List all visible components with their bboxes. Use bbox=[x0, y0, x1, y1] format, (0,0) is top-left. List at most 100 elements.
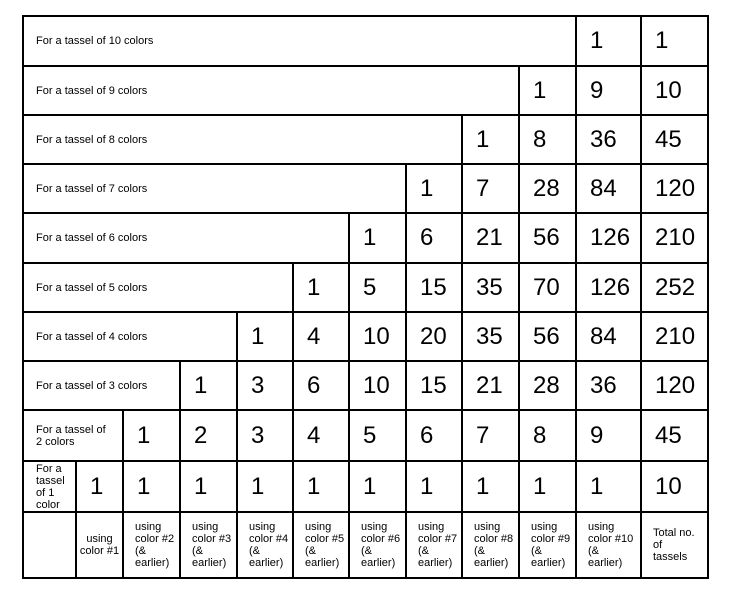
value-cell: 6 bbox=[406, 213, 462, 263]
value-cell-text: 8 bbox=[533, 421, 547, 449]
column-header-text: using color #1 bbox=[79, 533, 120, 557]
value-cell: 1 bbox=[406, 164, 462, 213]
empty-corner-cell bbox=[23, 512, 76, 578]
value-cell: 7 bbox=[462, 164, 519, 213]
total-cell: 210 bbox=[641, 213, 708, 263]
row-label-text: For a tassel of 3 colors bbox=[36, 379, 148, 392]
row-label-text: For a tassel of 2 colors bbox=[36, 423, 106, 448]
column-header-text: using color #3 (& earlier) bbox=[192, 521, 232, 569]
value-cell: 8 bbox=[519, 115, 576, 164]
value-cell-text: 9 bbox=[590, 421, 604, 449]
value-cell: 1 bbox=[293, 461, 349, 512]
value-cell-text: 1 bbox=[307, 472, 321, 500]
value-cell-text: 1 bbox=[307, 273, 321, 301]
total-cell-text: 120 bbox=[655, 371, 696, 399]
total-column-header: Total no. of tassels bbox=[641, 512, 708, 578]
value-cell: 5 bbox=[349, 263, 406, 312]
value-cell-text: 1 bbox=[476, 125, 490, 153]
column-header: using color #4 (& earlier) bbox=[237, 512, 293, 578]
value-cell-text: 21 bbox=[476, 224, 503, 251]
column-header: using color #6 (& earlier) bbox=[349, 512, 406, 578]
row-label-text: For a tassel of 10 colors bbox=[36, 35, 154, 47]
value-cell: 4 bbox=[293, 410, 349, 461]
value-cell-text: 10 bbox=[363, 322, 390, 350]
value-cell: 1 bbox=[349, 213, 406, 263]
value-cell-text: 84 bbox=[590, 174, 617, 202]
total-cell: 10 bbox=[641, 66, 708, 115]
total-cell: 45 bbox=[641, 115, 708, 164]
value-cell: 6 bbox=[293, 361, 349, 410]
value-cell: 1 bbox=[123, 410, 180, 461]
total-cell-text: 252 bbox=[655, 273, 696, 301]
value-cell-text: 6 bbox=[420, 224, 434, 251]
row-label: For a tassel of 10 colors bbox=[23, 16, 576, 66]
value-cell-text: 84 bbox=[590, 322, 617, 350]
column-header-text: using color #8 (& earlier) bbox=[474, 521, 514, 569]
value-cell: 56 bbox=[519, 312, 576, 361]
value-cell: 70 bbox=[519, 263, 576, 312]
value-cell-text: 126 bbox=[590, 273, 631, 301]
value-cell: 9 bbox=[576, 410, 641, 461]
column-header: using color #5 (& earlier) bbox=[293, 512, 349, 578]
value-cell-text: 1 bbox=[420, 472, 434, 500]
total-cell: 252 bbox=[641, 263, 708, 312]
value-cell-text: 70 bbox=[533, 273, 560, 301]
total-cell-text: 210 bbox=[655, 322, 696, 350]
value-cell-text: 15 bbox=[420, 273, 447, 301]
value-cell-text: 7 bbox=[476, 174, 490, 202]
value-cell: 56 bbox=[519, 213, 576, 263]
row-label: For a tassel of 3 colors bbox=[23, 361, 180, 410]
value-cell: 84 bbox=[576, 312, 641, 361]
column-header: using color #1 bbox=[76, 512, 123, 578]
row-label-text: For a tassel of 5 colors bbox=[36, 281, 148, 294]
value-cell: 15 bbox=[406, 263, 462, 312]
total-cell: 45 bbox=[641, 410, 708, 461]
value-cell: 1 bbox=[349, 461, 406, 512]
value-cell-text: 5 bbox=[363, 421, 377, 449]
value-cell-text: 35 bbox=[476, 322, 503, 350]
total-cell: 1 bbox=[641, 16, 708, 66]
value-cell-text: 1 bbox=[90, 472, 104, 500]
value-cell: 1 bbox=[462, 461, 519, 512]
row-label-text: For a tassel of 8 colors bbox=[36, 133, 148, 146]
value-cell-text: 21 bbox=[476, 371, 503, 399]
row-label: For a tassel of 5 colors bbox=[23, 263, 293, 312]
value-cell-text: 1 bbox=[590, 472, 604, 500]
value-cell-text: 6 bbox=[420, 421, 434, 449]
value-cell: 1 bbox=[519, 461, 576, 512]
value-cell: 1 bbox=[406, 461, 462, 512]
value-cell: 1 bbox=[76, 461, 123, 512]
value-cell-text: 7 bbox=[476, 421, 490, 449]
value-cell: 9 bbox=[576, 66, 641, 115]
total-cell: 120 bbox=[641, 164, 708, 213]
value-cell-text: 1 bbox=[533, 76, 547, 104]
column-header-text: using color #10 (& earlier) bbox=[588, 521, 634, 569]
value-cell-text: 56 bbox=[533, 224, 560, 251]
column-header: using color #2 (& earlier) bbox=[123, 512, 180, 578]
value-cell: 1 bbox=[576, 16, 641, 66]
total-cell-text: 120 bbox=[655, 174, 696, 202]
value-cell-text: 1 bbox=[363, 224, 377, 251]
value-cell-text: 1 bbox=[251, 322, 265, 350]
value-cell: 10 bbox=[349, 361, 406, 410]
row-label-text: For a tassel of 7 colors bbox=[36, 182, 148, 195]
value-cell-text: 35 bbox=[476, 273, 503, 301]
column-header-text: using color #2 (& earlier) bbox=[135, 521, 175, 569]
value-cell-text: 9 bbox=[590, 76, 604, 104]
value-cell-text: 1 bbox=[420, 174, 434, 202]
value-cell-text: 1 bbox=[194, 371, 208, 399]
value-cell-text: 1 bbox=[363, 472, 377, 500]
value-cell-text: 28 bbox=[533, 174, 560, 202]
value-cell: 3 bbox=[237, 361, 293, 410]
value-cell-text: 36 bbox=[590, 125, 617, 153]
total-cell-text: 210 bbox=[655, 224, 696, 251]
value-cell: 126 bbox=[576, 213, 641, 263]
total-cell: 10 bbox=[641, 461, 708, 512]
value-cell: 35 bbox=[462, 312, 519, 361]
value-cell-text: 36 bbox=[590, 371, 617, 399]
value-cell: 5 bbox=[349, 410, 406, 461]
row-label: For a tassel of 6 colors bbox=[23, 213, 349, 263]
value-cell-text: 10 bbox=[363, 371, 390, 399]
value-cell-text: 126 bbox=[590, 224, 631, 251]
column-header-text: using color #6 (& earlier) bbox=[361, 521, 401, 569]
